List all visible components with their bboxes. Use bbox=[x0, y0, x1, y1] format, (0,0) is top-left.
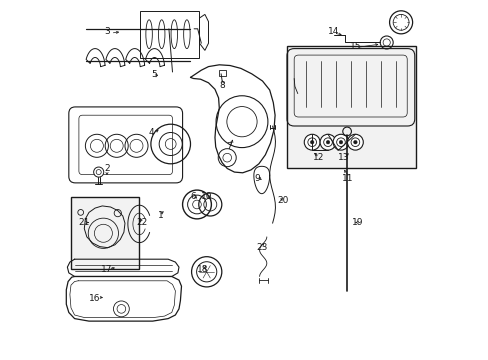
Text: 9: 9 bbox=[254, 174, 260, 183]
Text: 15: 15 bbox=[349, 41, 361, 50]
Text: 23: 23 bbox=[256, 243, 267, 252]
Text: 11: 11 bbox=[342, 174, 353, 183]
Circle shape bbox=[304, 134, 320, 150]
Text: 21: 21 bbox=[79, 218, 90, 227]
Text: 5: 5 bbox=[151, 71, 156, 79]
Text: 12: 12 bbox=[312, 153, 324, 162]
Bar bbox=[71, 197, 139, 269]
Text: 16: 16 bbox=[89, 293, 101, 302]
Bar bbox=[218, 70, 226, 76]
Text: 17: 17 bbox=[101, 265, 113, 274]
Text: 4: 4 bbox=[148, 128, 154, 137]
Circle shape bbox=[347, 134, 363, 150]
Text: 6: 6 bbox=[190, 192, 196, 201]
Text: 22: 22 bbox=[136, 218, 147, 227]
Text: 2: 2 bbox=[104, 164, 110, 173]
Text: 1: 1 bbox=[158, 211, 163, 220]
Circle shape bbox=[389, 11, 412, 34]
Circle shape bbox=[94, 167, 103, 177]
Circle shape bbox=[353, 140, 356, 144]
Text: 8: 8 bbox=[219, 81, 224, 90]
Circle shape bbox=[325, 140, 329, 144]
Circle shape bbox=[339, 140, 342, 144]
Text: 18: 18 bbox=[197, 265, 208, 274]
Text: 20: 20 bbox=[277, 197, 288, 205]
Circle shape bbox=[320, 134, 335, 150]
Bar bbox=[286, 46, 415, 168]
Text: 14: 14 bbox=[327, 27, 339, 36]
Circle shape bbox=[310, 140, 313, 144]
Text: 3: 3 bbox=[104, 27, 110, 36]
Circle shape bbox=[332, 134, 348, 150]
Text: 19: 19 bbox=[351, 218, 363, 227]
Text: 7: 7 bbox=[226, 142, 232, 151]
Text: 13: 13 bbox=[337, 153, 348, 162]
Bar bbox=[140, 11, 199, 58]
Text: 10: 10 bbox=[201, 192, 212, 201]
